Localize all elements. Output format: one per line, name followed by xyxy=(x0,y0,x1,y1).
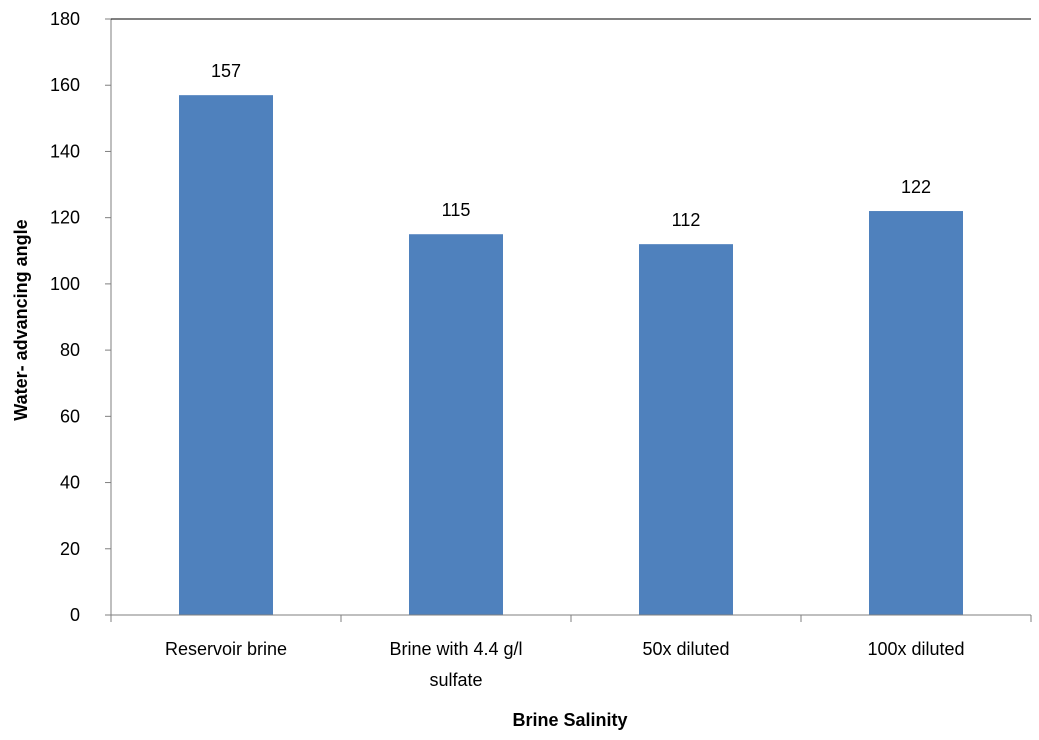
y-tick-label: 0 xyxy=(70,605,80,625)
bar xyxy=(639,244,733,615)
y-tick-label: 180 xyxy=(50,9,80,29)
y-tick-label: 80 xyxy=(60,340,80,360)
data-label: 157 xyxy=(211,61,241,81)
y-tick-label: 60 xyxy=(60,406,80,426)
x-tick-label: 100x diluted xyxy=(867,639,964,659)
y-tick-label: 100 xyxy=(50,274,80,294)
data-label: 122 xyxy=(901,177,931,197)
y-axis-title: Water- advancing angle xyxy=(11,219,31,420)
bars-group xyxy=(179,95,963,615)
data-label: 112 xyxy=(672,210,701,230)
x-axis-title: Brine Salinity xyxy=(512,710,627,730)
y-tick-label: 120 xyxy=(50,208,80,228)
bar xyxy=(869,211,963,615)
y-tick-label: 40 xyxy=(60,473,80,493)
y-tick-label: 20 xyxy=(60,539,80,559)
bar xyxy=(179,95,273,615)
y-tick-label: 140 xyxy=(50,141,80,161)
data-label: 115 xyxy=(442,200,471,220)
y-tick-label: 160 xyxy=(50,75,80,95)
x-tick-label: Reservoir brine xyxy=(165,639,287,659)
bar xyxy=(409,234,503,615)
x-tick-label: Brine with 4.4 g/l sulfate xyxy=(389,639,522,690)
x-tick-label: 50x diluted xyxy=(642,639,729,659)
